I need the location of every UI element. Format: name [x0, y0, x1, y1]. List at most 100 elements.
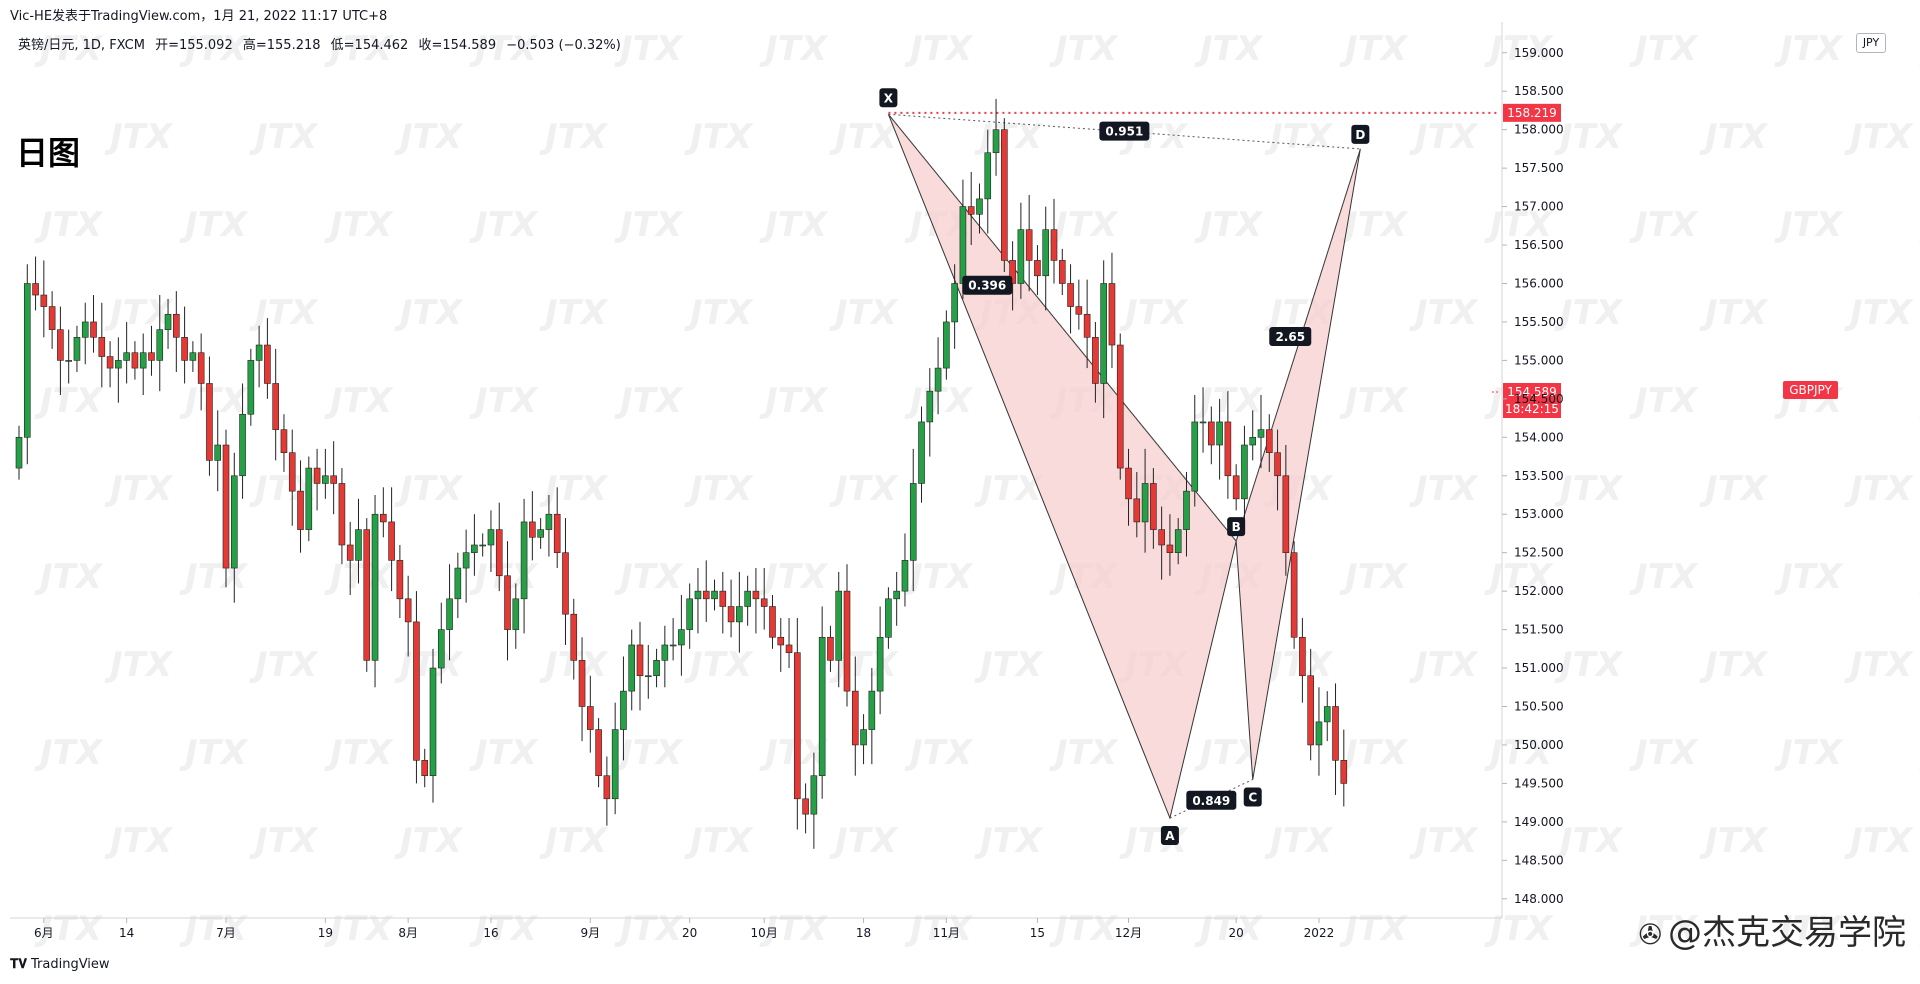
watermark-text: JTX — [179, 381, 249, 421]
watermark-text: JTX — [1339, 29, 1409, 69]
watermark-text: JTX — [539, 293, 609, 333]
candle-body — [868, 690, 876, 730]
candle-body — [711, 590, 718, 600]
candle-body — [1299, 636, 1306, 677]
watermark-text: JTX — [324, 29, 394, 69]
candle-body — [65, 360, 72, 362]
watermark-text: JTX — [1484, 205, 1554, 245]
candle-body — [429, 667, 437, 777]
y-tick-label: 155.500 — [1514, 315, 1564, 329]
symbol-name[interactable]: 英镑/日元, 1D, FXCM — [18, 38, 145, 53]
candle-body — [106, 356, 114, 369]
watermark-text: JTX — [1699, 821, 1769, 861]
watermark-text: JTX — [34, 381, 104, 421]
candle-body — [860, 729, 867, 746]
candle-body — [189, 352, 197, 361]
y-tick-label: 156.000 — [1514, 276, 1564, 290]
pattern-point-b-box — [1227, 517, 1246, 537]
candle-body — [893, 590, 900, 600]
y-tick-label: 159.000 — [1514, 46, 1564, 60]
tradingview-logo[interactable]: 𝐓𝐕 TradingView — [10, 957, 110, 972]
watermark-text: JTX — [759, 909, 829, 949]
y-tick-label: 153.500 — [1514, 469, 1564, 483]
watermark-text: JTX — [249, 293, 319, 333]
candle-body — [346, 544, 354, 561]
last-price-tag-bg — [1503, 383, 1561, 402]
watermark-text: JTX — [104, 821, 174, 861]
watermark-text: JTX — [1049, 909, 1119, 949]
watermark-text: JTX — [394, 293, 464, 333]
watermark-text: JTX — [684, 821, 754, 861]
watermark-text: JTX — [904, 29, 974, 69]
ratio-label-text: 2.65 — [1275, 330, 1305, 344]
candle-body — [1034, 260, 1041, 277]
watermark-text: JTX — [249, 645, 319, 685]
candle-body — [1290, 552, 1298, 638]
watermark-text: JTX — [34, 205, 104, 245]
candle-body — [363, 529, 371, 661]
x-tick-label: 15 — [1030, 926, 1045, 940]
x-tick-label: 14 — [119, 926, 134, 940]
watermark-text: JTX — [1699, 293, 1769, 333]
watermark-text: JTX — [104, 117, 174, 157]
candle-body — [462, 552, 470, 569]
watermark-text: JTX — [1554, 293, 1624, 333]
pattern-point-c-text: C — [1248, 791, 1257, 805]
candle-body — [529, 521, 536, 538]
x-tick-label: 2022 — [1304, 926, 1335, 940]
candle-body — [1208, 421, 1215, 446]
ratio-label-text: 0.951 — [1105, 125, 1143, 139]
watermark-text: JTX — [1339, 557, 1409, 597]
countdown-tag-text: 18:42:15 — [1505, 402, 1559, 416]
watermark-text: JTX — [684, 469, 754, 509]
candle-body — [239, 413, 246, 477]
candle-body — [23, 283, 31, 438]
watermark-text: JTX — [1844, 821, 1914, 861]
watermark-text: JTX — [469, 733, 539, 773]
x-tick-label: 20 — [1229, 926, 1244, 940]
candle-body — [1158, 529, 1165, 546]
watermark-text: JTX — [179, 909, 249, 949]
candle-body — [678, 629, 685, 646]
watermark-text: JTX — [904, 557, 974, 597]
watermark-text: JTX — [1629, 909, 1699, 949]
timeframe-title: 日图 — [16, 134, 81, 172]
watermark-text: JTX — [394, 117, 464, 157]
watermark-text: JTX — [1049, 733, 1119, 773]
watermark-text: JTX — [1339, 381, 1409, 421]
watermark-text: JTX — [249, 821, 319, 861]
watermark-text: JTX — [469, 557, 539, 597]
candle-body — [818, 636, 826, 777]
candle-body — [1332, 706, 1339, 761]
watermark-text: JTX — [1339, 733, 1409, 773]
candle-body — [934, 367, 942, 392]
candle-body — [1183, 490, 1190, 530]
watermark-text: JTX — [904, 733, 974, 773]
watermark-text: JTX — [1629, 733, 1699, 773]
candle-body — [620, 690, 627, 730]
watermark-text: JTX — [34, 557, 104, 597]
watermark-text: JTX — [1049, 205, 1119, 245]
candle-body — [785, 644, 793, 653]
watermark-text: JTX — [34, 29, 104, 69]
watermark-text: JTX — [179, 29, 249, 69]
candle-body — [769, 606, 776, 638]
candle-body — [752, 590, 760, 600]
watermark-text: JTX — [34, 733, 104, 773]
currency-badge[interactable]: JPY — [1856, 33, 1886, 53]
candle-body — [1323, 706, 1331, 723]
watermark-text: JTX — [1194, 909, 1264, 949]
candle-body — [835, 590, 843, 661]
candle-body — [57, 329, 64, 361]
watermark-text: JTX — [614, 557, 684, 597]
candle-body — [1092, 337, 1099, 384]
y-tick-label: 155.000 — [1514, 353, 1564, 367]
candle-body — [437, 629, 445, 669]
candle-body — [719, 590, 727, 607]
symbol-info-line: 英镑/日元, 1D, FXCM 开=155.092 高=155.218 低=15… — [18, 34, 627, 53]
watermark-text: JTX — [1119, 293, 1189, 333]
candle-body — [1249, 437, 1257, 446]
watermark-text: JTX — [1554, 469, 1624, 509]
candle-body — [214, 444, 222, 461]
